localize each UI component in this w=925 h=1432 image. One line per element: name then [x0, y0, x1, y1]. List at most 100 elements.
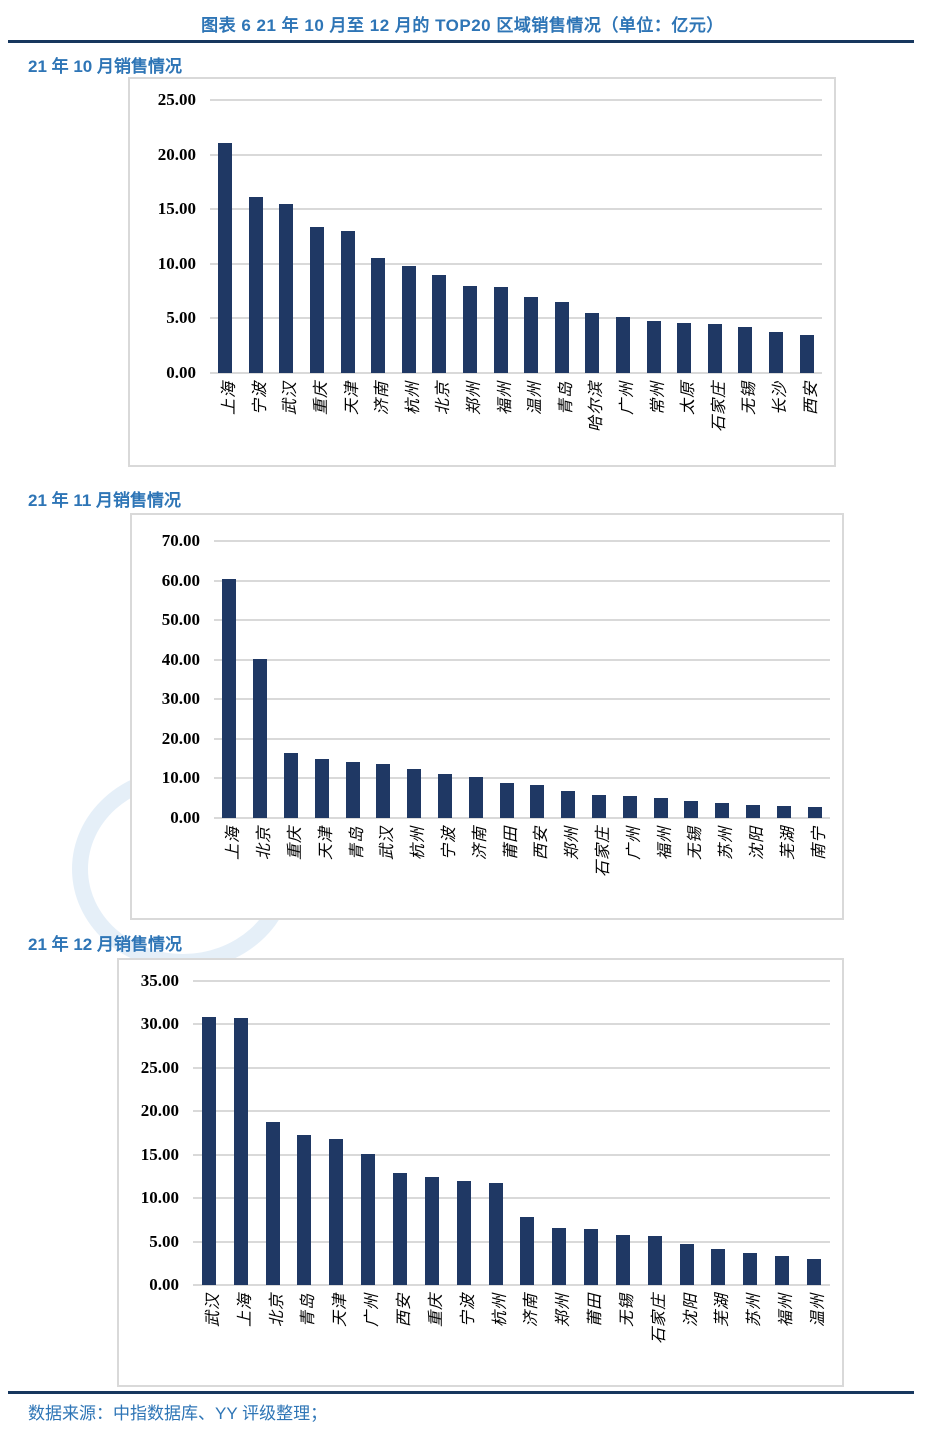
x-tick-label: 武汉 [202, 1293, 222, 1328]
bar [463, 286, 478, 373]
bar-slot [302, 227, 333, 373]
x-tick-slot: 上海 [225, 1291, 257, 1383]
x-tick-slot: 石家庄 [584, 824, 615, 916]
x-tick-label: 莆田 [585, 1293, 605, 1328]
bar-slot [575, 1229, 607, 1285]
bar [253, 659, 268, 818]
x-tick-slot: 芜湖 [768, 824, 799, 916]
bar [493, 287, 508, 373]
x-tick-label: 太原 [678, 381, 698, 416]
x-tick-label: 青岛 [298, 1293, 318, 1328]
bar [679, 1244, 694, 1285]
x-tick-slot: 无锡 [607, 1291, 639, 1383]
bar-slot [363, 258, 394, 373]
x-tick-label: 武汉 [280, 381, 300, 416]
x-tick-label: 青岛 [346, 826, 366, 861]
bar-slot [639, 1236, 671, 1285]
bar-slot [210, 143, 241, 373]
gridline [193, 1240, 830, 1243]
bar-slot [394, 266, 425, 373]
bar [743, 1253, 758, 1285]
figure-title: 图表 6 21 年 10 月至 12 月的 TOP20 区域销售情况（单位：亿元… [201, 16, 724, 35]
bar-slot [577, 313, 608, 373]
gridline [214, 817, 830, 819]
bar [745, 805, 760, 818]
bar-slot [547, 302, 578, 373]
y-axis-tick-label: 30.00 [140, 1014, 179, 1034]
bar-slot [430, 774, 461, 818]
gridline [210, 262, 822, 265]
bar-slot [730, 327, 761, 373]
x-tick-slot: 天津 [306, 824, 337, 916]
x-axis-labels: 上海 北京 重庆 天津 青岛 武汉 杭州 宁波 济南 莆田 西安 郑州 石家庄 广州 福州 无锡 苏州 沈阳 芜湖南… [214, 824, 830, 916]
bar-slot [485, 287, 516, 373]
bar-chart-november: 0.00 10.00 20.00 30.00 40.00 50.00 60.00 70.00 上… [130, 513, 844, 920]
y-axis-tick-label: 10.00 [140, 1188, 179, 1208]
bar [561, 791, 576, 818]
bar [265, 1122, 280, 1285]
bar-slot [306, 759, 337, 818]
bar-slot [799, 807, 830, 818]
y-axis-tick-label: 70.00 [161, 531, 200, 550]
x-tick-slot: 广州 [614, 824, 645, 916]
bar-chart-october: 0.00 5.00 10.00 15.00 20.00 25.00 上海 宁波 武汉 重庆 天津 济南… [128, 77, 836, 467]
bar [488, 1183, 503, 1285]
bars-container [214, 541, 830, 818]
x-tick-label: 石家庄 [592, 826, 612, 878]
bar [456, 1181, 471, 1285]
bar-slot [241, 197, 272, 373]
bar-slot [798, 1259, 830, 1285]
x-tick-label: 北京 [254, 826, 274, 861]
bar [499, 783, 514, 818]
x-tick-slot: 上海 [210, 379, 241, 465]
x-tick-label: 西安 [800, 381, 820, 416]
y-axis-tick-label: 0.00 [166, 363, 196, 382]
section-title-october: 21 年 10 月销售情况 [28, 57, 182, 76]
bar [799, 335, 814, 373]
x-tick-label: 武汉 [377, 826, 397, 861]
x-tick-label: 广州 [362, 1293, 382, 1328]
x-tick-label: 杭州 [489, 1293, 509, 1328]
x-tick-slot: 广州 [352, 1291, 384, 1383]
bar [653, 798, 668, 818]
x-tick-label: 无锡 [616, 1293, 636, 1328]
x-tick-slot: 西安 [791, 379, 822, 465]
bar [711, 1249, 726, 1285]
x-tick-label: 石家庄 [708, 381, 728, 433]
x-tick-slot: 广州 [608, 379, 639, 465]
bar [432, 275, 447, 373]
bar-slot [676, 801, 707, 818]
bar [520, 1217, 535, 1285]
x-tick-slot: 杭州 [480, 1291, 512, 1383]
data-source-note: 数据来源：中指数据库、YY 评级整理； [28, 1404, 328, 1423]
x-tick-label: 宁波 [249, 381, 269, 416]
x-tick-label: 天津 [341, 381, 361, 416]
x-tick-slot: 苏州 [734, 1291, 766, 1383]
bar [283, 753, 298, 818]
bar-slot [193, 1017, 225, 1285]
y-axis-tick-label: 5.00 [149, 1231, 179, 1251]
x-tick-slot: 宁波 [430, 824, 461, 916]
bar [715, 803, 730, 818]
bar-slot [352, 1154, 384, 1285]
gridline [210, 99, 822, 101]
x-tick-label: 沈阳 [680, 1293, 700, 1328]
y-axis-tick-label: 25.00 [140, 1057, 179, 1077]
bar [615, 1235, 630, 1285]
y-axis-tick-label: 0.00 [149, 1275, 179, 1294]
bar-slot [332, 231, 363, 373]
x-tick-slot: 苏州 [707, 824, 738, 916]
bars-container [193, 981, 830, 1285]
x-tick-label: 南宁 [808, 826, 828, 861]
x-tick-label: 莆田 [500, 826, 520, 861]
gridline [210, 208, 822, 211]
x-tick-label: 北京 [266, 1293, 286, 1328]
x-tick-slot: 石家庄 [639, 1291, 671, 1383]
bar [218, 143, 233, 373]
bar [776, 806, 791, 818]
bar-slot [522, 785, 553, 818]
gridline [214, 619, 830, 622]
x-tick-label: 沈阳 [746, 826, 766, 861]
y-axis-tick-label: 60.00 [161, 570, 200, 590]
gridline [210, 153, 822, 156]
